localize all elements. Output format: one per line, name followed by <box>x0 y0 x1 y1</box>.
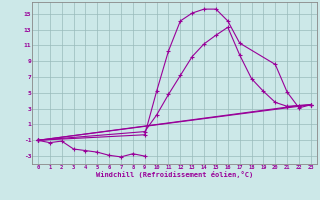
X-axis label: Windchill (Refroidissement éolien,°C): Windchill (Refroidissement éolien,°C) <box>96 171 253 178</box>
